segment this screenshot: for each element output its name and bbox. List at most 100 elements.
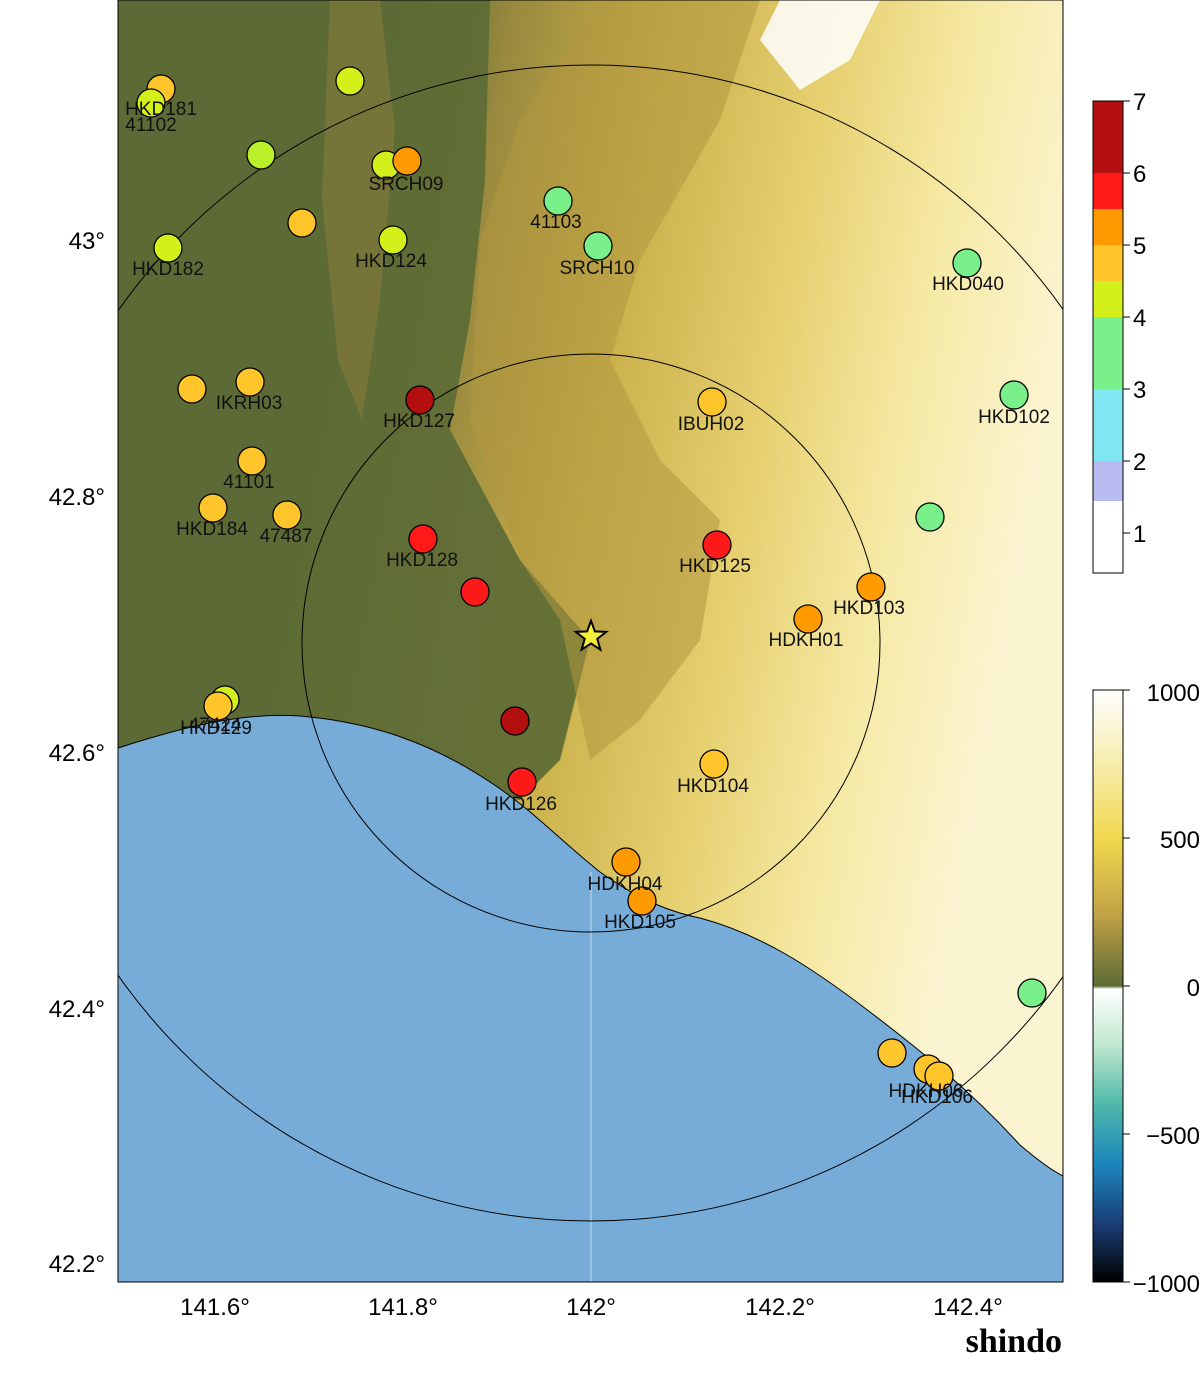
station-marker: [611, 847, 641, 877]
elevation-gradient-bar: [1092, 689, 1124, 1283]
station-marker: [915, 502, 945, 532]
station-label: HKD103: [833, 598, 905, 619]
station-marker: [877, 1038, 907, 1068]
elevation-label: 0: [1187, 975, 1200, 1002]
shindo-label: 5: [1133, 233, 1146, 260]
station-marker: [392, 146, 422, 176]
station-marker: [924, 1061, 954, 1091]
shindo-swatch-6-upper: [1093, 173, 1123, 209]
station-marker: [699, 749, 729, 779]
lon-axis: 141.6° 141.8° 142° 142.2° 142.4°: [180, 1294, 1003, 1321]
station-marker: [237, 446, 267, 476]
station-label: SRCH09: [369, 174, 444, 195]
station-label: 47424: [189, 715, 242, 736]
lat-axis: 43° 42.8° 42.6° 42.4° 42.2°: [49, 228, 105, 1278]
station-label: 47487: [260, 526, 313, 547]
station-label: HKD106: [901, 1087, 973, 1108]
station-label: HKD181: [125, 99, 197, 120]
range-ring-inner: [301, 353, 881, 933]
station-label: HKD128: [386, 550, 458, 571]
station-label: 41103: [530, 212, 581, 233]
shindo-swatch-5-upper: [1093, 245, 1123, 281]
elevation-label: −1000: [1133, 1271, 1200, 1298]
shindo-colorbar: 7 6 5 4 3 2 1: [1092, 89, 1146, 574]
station-label: HKD126: [485, 794, 557, 815]
elevation-label: −500: [1146, 1123, 1200, 1150]
station-label: HKD102: [978, 407, 1050, 428]
shindo-colorbar-frame: [1092, 100, 1124, 574]
shindo-swatch-3: [1093, 389, 1123, 461]
station-label: HKD104: [677, 776, 749, 797]
station-marker: [198, 493, 228, 523]
station-label: HKD125: [679, 556, 751, 577]
lat-tick: 43°: [69, 228, 105, 255]
station-marker: [460, 577, 490, 607]
station-marker: [856, 572, 886, 602]
station-label: HKD184: [176, 519, 248, 540]
station-label: HKD124: [355, 251, 427, 272]
station-label: HDKH06: [889, 1081, 964, 1102]
station-label: IBUH02: [678, 414, 745, 435]
shindo-label: 6: [1133, 161, 1146, 188]
elevation-colorbar: 1000 500 0 −500 −1000: [1092, 680, 1200, 1298]
station-marker: [627, 886, 657, 916]
station-marker: [952, 248, 982, 278]
station-marker: [235, 367, 265, 397]
shindo-label: 3: [1133, 377, 1146, 404]
station-marker: [999, 380, 1029, 410]
station-marker: [378, 225, 408, 255]
station-label: HKD127: [383, 411, 455, 432]
station-marker: [272, 500, 302, 530]
station-label: IKRH03: [216, 393, 283, 414]
range-ring-outer: [118, 64, 1063, 1222]
elevation-label: 500: [1160, 827, 1200, 854]
station-label: HKD040: [932, 274, 1004, 295]
station-marker: [702, 530, 732, 560]
shindo-swatch-5-lower: [1093, 281, 1123, 317]
station-marker: [246, 140, 276, 170]
station-marker: [287, 208, 317, 238]
station-marker: [405, 385, 435, 415]
lon-tick: 141.6°: [180, 1294, 250, 1321]
station-marker: [136, 88, 166, 118]
shindo-label: 4: [1133, 305, 1146, 332]
lat-tick: 42.8°: [49, 484, 105, 511]
station-label: HDKH01: [769, 630, 844, 651]
snow-peak: [760, 0, 880, 90]
lon-tick: 142.4°: [933, 1294, 1003, 1321]
lat-tick: 42.4°: [49, 996, 105, 1023]
shindo-swatch-7: [1093, 101, 1123, 173]
station-marker: [408, 524, 438, 554]
shindo-swatch-2: [1093, 461, 1123, 501]
lon-tick: 141.8°: [368, 1294, 438, 1321]
station-marker: [203, 691, 233, 721]
hill-strip: [322, 0, 395, 420]
map-caption: shindo: [966, 1323, 1062, 1360]
station-marker: [583, 231, 613, 261]
station-marker: [793, 604, 823, 634]
shindo-swatch-4: [1093, 317, 1123, 389]
station-marker: [543, 186, 573, 216]
lon-tick: 142°: [566, 1294, 616, 1321]
station-marker: [697, 387, 727, 417]
lat-tick: 42.2°: [49, 1251, 105, 1278]
station-label: 41102: [125, 115, 176, 136]
shindo-label: 2: [1133, 449, 1146, 476]
station-label: 41101: [223, 472, 274, 493]
map-frame: [117, 0, 1064, 1283]
station-label: SRCH10: [560, 258, 635, 279]
elevation-label: 1000: [1147, 680, 1200, 707]
station-label: HKD129: [180, 718, 252, 739]
station-marker: [177, 374, 207, 404]
shindo-swatch-1: [1093, 501, 1123, 573]
station-marker: [500, 706, 530, 736]
station-marker: [507, 767, 537, 797]
shindo-swatch-6-lower: [1093, 209, 1123, 245]
lon-tick: 142.2°: [745, 1294, 815, 1321]
station-label: HKD105: [604, 912, 676, 933]
station-marker: [153, 233, 183, 263]
shindo-label: 7: [1133, 89, 1146, 116]
